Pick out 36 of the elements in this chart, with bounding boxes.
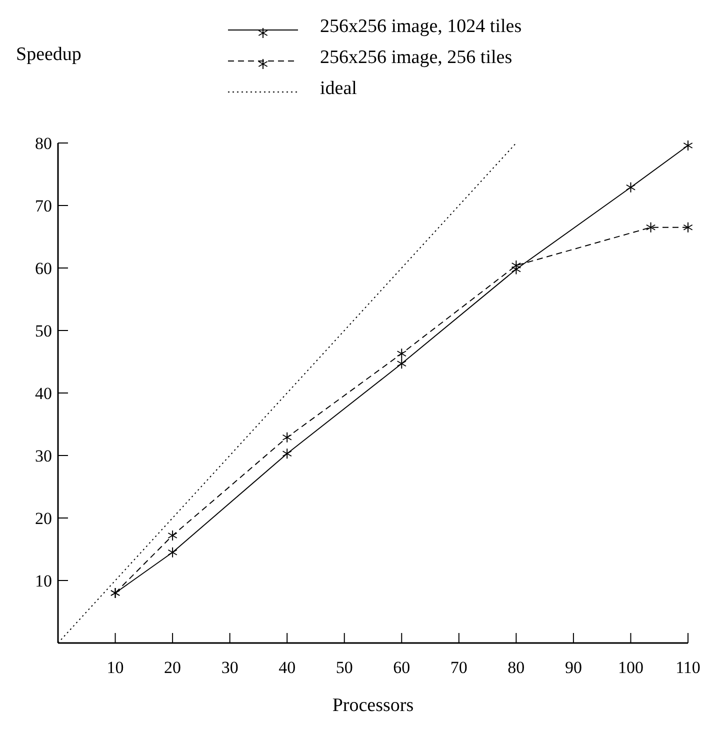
x-tick-label: 50 <box>336 658 353 677</box>
y-tick-label: 70 <box>35 196 52 216</box>
x-tick-label: 70 <box>450 658 468 677</box>
legend-label: ideal <box>320 78 357 99</box>
x-tick-label: 20 <box>164 658 182 677</box>
point <box>168 546 178 558</box>
y-tick-label: 10 <box>35 571 52 590</box>
legend-label: 256x256 image, 1024 tiles <box>320 16 522 37</box>
y-tick-label: 80 <box>35 134 52 153</box>
point <box>168 530 178 541</box>
y-tick-label: 30 <box>35 446 52 466</box>
legend-label: 256x256 image, 256 tiles <box>320 46 512 68</box>
point <box>396 358 406 370</box>
x-tick-label: 60 <box>393 658 410 677</box>
y-tick-label: 60 <box>35 258 52 278</box>
x-axis-title: Processors <box>332 695 414 716</box>
point <box>646 222 656 233</box>
y-tick-label: 40 <box>35 384 52 403</box>
point <box>511 260 522 271</box>
x-tick-label: 10 <box>106 658 124 677</box>
point <box>626 182 636 193</box>
y-axis-title: Speedup <box>16 44 82 65</box>
y-tick-label: 50 <box>35 321 52 340</box>
point <box>683 140 693 151</box>
point <box>683 222 693 233</box>
point <box>282 448 292 460</box>
point <box>282 432 292 443</box>
y-tick-label: 20 <box>35 508 52 528</box>
point <box>396 348 406 360</box>
point <box>511 264 522 275</box>
x-tick-label: 80 <box>508 658 525 677</box>
x-tick-label: 40 <box>278 658 296 677</box>
x-tick-label: 30 <box>221 658 238 677</box>
x-tick-label: 100 <box>618 658 644 677</box>
x-tick-label: 110 <box>676 658 700 677</box>
x-tick-label: 90 <box>564 658 582 677</box>
